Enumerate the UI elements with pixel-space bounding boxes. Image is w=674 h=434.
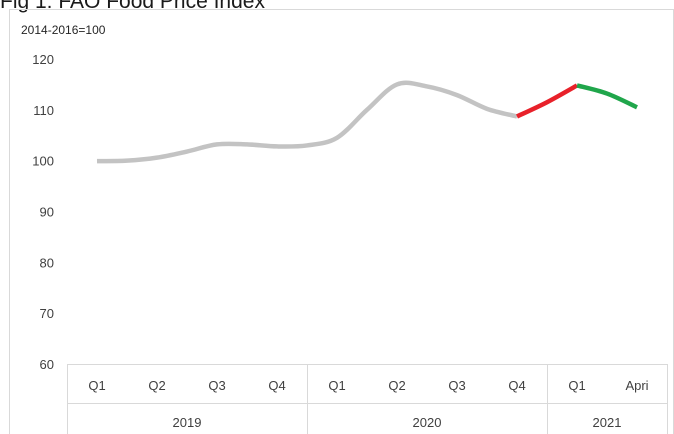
- data-point: [395, 82, 399, 86]
- series-line-segment-3: [576, 83, 638, 110]
- x-tick-label: Q3: [448, 378, 465, 393]
- y-axis: 60 70 80 90 100 110 120: [32, 52, 54, 372]
- data-point: [515, 114, 519, 118]
- series-food-price-index: [95, 80, 639, 164]
- x-axis: Q1 Q2 Q3 Q4 Q1 Q2 Q3 Q4 Q1 Apri 2019 2020 2021: [67, 364, 668, 434]
- y-tick-label: 80: [40, 255, 54, 270]
- x-tick-label: Apri: [625, 378, 648, 393]
- data-point: [575, 83, 579, 87]
- x-tick-label: Q2: [148, 378, 165, 393]
- data-point: [455, 93, 459, 97]
- x-group-label: 2019: [173, 415, 202, 430]
- y-tick-label: 60: [40, 357, 54, 372]
- y-tick-label: 110: [33, 103, 54, 118]
- y-tick-label: 90: [40, 205, 54, 220]
- x-group-label: 2020: [413, 415, 442, 430]
- x-tick-label: Q4: [508, 378, 525, 393]
- data-point: [206, 142, 210, 146]
- data-point: [635, 105, 639, 109]
- x-tick-label: Q4: [268, 378, 285, 393]
- x-tick-label: Q2: [388, 378, 405, 393]
- chart-border: [9, 9, 674, 434]
- y-tick-label: 100: [32, 154, 54, 169]
- x-tick-label: Q3: [208, 378, 225, 393]
- data-point: [335, 136, 339, 140]
- data-point: [95, 159, 99, 163]
- x-tick-label: Q1: [328, 378, 345, 393]
- y-tick-label: 120: [32, 52, 54, 67]
- x-tick-label: Q1: [88, 378, 105, 393]
- series-line-segment-2: [516, 83, 579, 119]
- unit-label: 2014-2016=100: [21, 23, 106, 37]
- data-point: [266, 143, 270, 147]
- series-line-segment-1: [96, 80, 518, 164]
- y-tick-label: 70: [40, 306, 54, 321]
- x-tick-label: Q1: [568, 378, 585, 393]
- x-group-label: 2021: [593, 415, 622, 430]
